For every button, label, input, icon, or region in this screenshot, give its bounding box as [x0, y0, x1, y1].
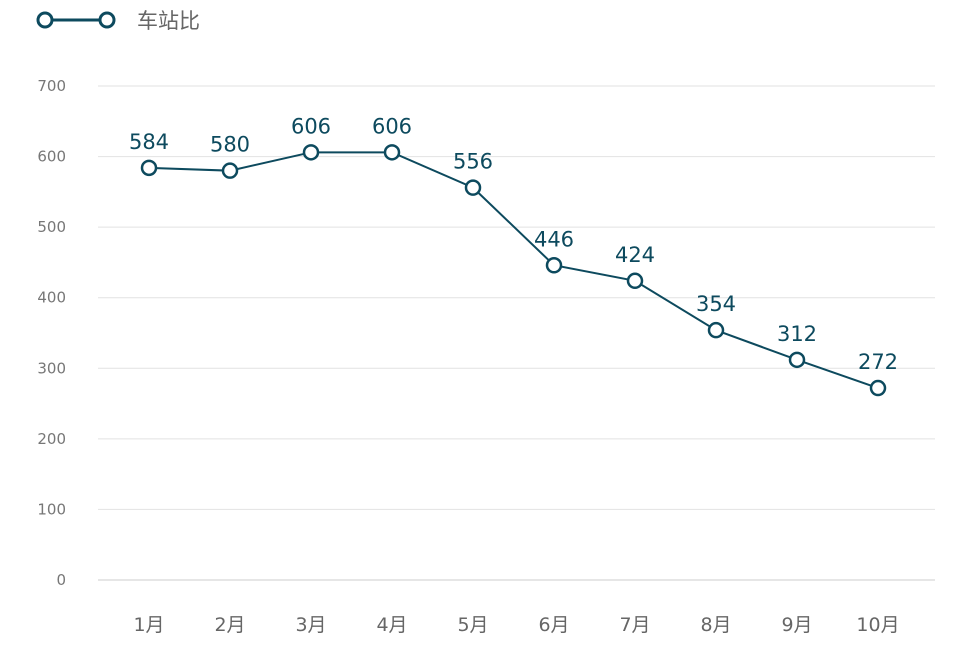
y-tick-label: 500	[37, 218, 66, 236]
legend-label: 车站比	[137, 9, 200, 33]
data-label: 424	[615, 243, 655, 267]
data-label: 272	[858, 350, 898, 374]
y-tick-label: 700	[37, 77, 66, 95]
data-label: 606	[372, 114, 412, 138]
data-label: 446	[534, 227, 574, 251]
x-tick-label: 2月	[214, 614, 245, 636]
x-tick-label: 8月	[700, 614, 731, 636]
series-line	[148, 151, 879, 389]
x-tick-label: 7月	[619, 614, 650, 636]
data-point[interactable]	[545, 257, 563, 274]
x-tick-label: 9月	[781, 614, 812, 636]
data-label: 556	[453, 150, 493, 174]
data-point[interactable]	[707, 321, 725, 339]
y-tick-label: 0	[56, 571, 66, 589]
data-label: 606	[291, 114, 331, 138]
legend-marker-icon	[98, 11, 116, 29]
x-axis: 1月 2月 3月 4月 5月 6月 7月 8月 9月 10月	[133, 614, 899, 636]
data-label: 354	[696, 292, 736, 316]
data-label: 584	[129, 130, 169, 154]
x-tick-label: 1月	[133, 614, 164, 636]
y-axis: 0 100 200 300 400 500 600 700	[37, 77, 66, 589]
grid	[98, 85, 935, 581]
data-labels: 584 580 606 606 556 446 424 354 312 272	[129, 114, 898, 374]
data-point[interactable]	[221, 162, 239, 179]
data-label: 312	[777, 322, 817, 346]
data-point[interactable]	[869, 379, 887, 397]
y-tick-label: 200	[37, 430, 66, 448]
data-point[interactable]	[464, 179, 482, 196]
data-point[interactable]	[626, 272, 644, 290]
data-point[interactable]	[383, 144, 401, 161]
x-tick-label: 3月	[295, 614, 326, 636]
data-point[interactable]	[140, 159, 158, 177]
legend[interactable]: 车站比	[36, 9, 200, 33]
x-tick-label: 4月	[376, 614, 407, 636]
x-tick-label: 6月	[538, 614, 569, 636]
x-tick-label: 10月	[856, 614, 899, 636]
y-tick-label: 300	[37, 359, 66, 377]
y-tick-label: 100	[37, 500, 66, 518]
data-point[interactable]	[302, 144, 320, 161]
data-point[interactable]	[788, 351, 806, 369]
data-label: 580	[210, 133, 250, 157]
series-points	[140, 144, 887, 397]
y-tick-label: 600	[37, 148, 66, 166]
y-tick-label: 400	[37, 289, 66, 307]
legend-marker-icon	[36, 11, 54, 29]
x-tick-label: 5月	[457, 614, 488, 636]
